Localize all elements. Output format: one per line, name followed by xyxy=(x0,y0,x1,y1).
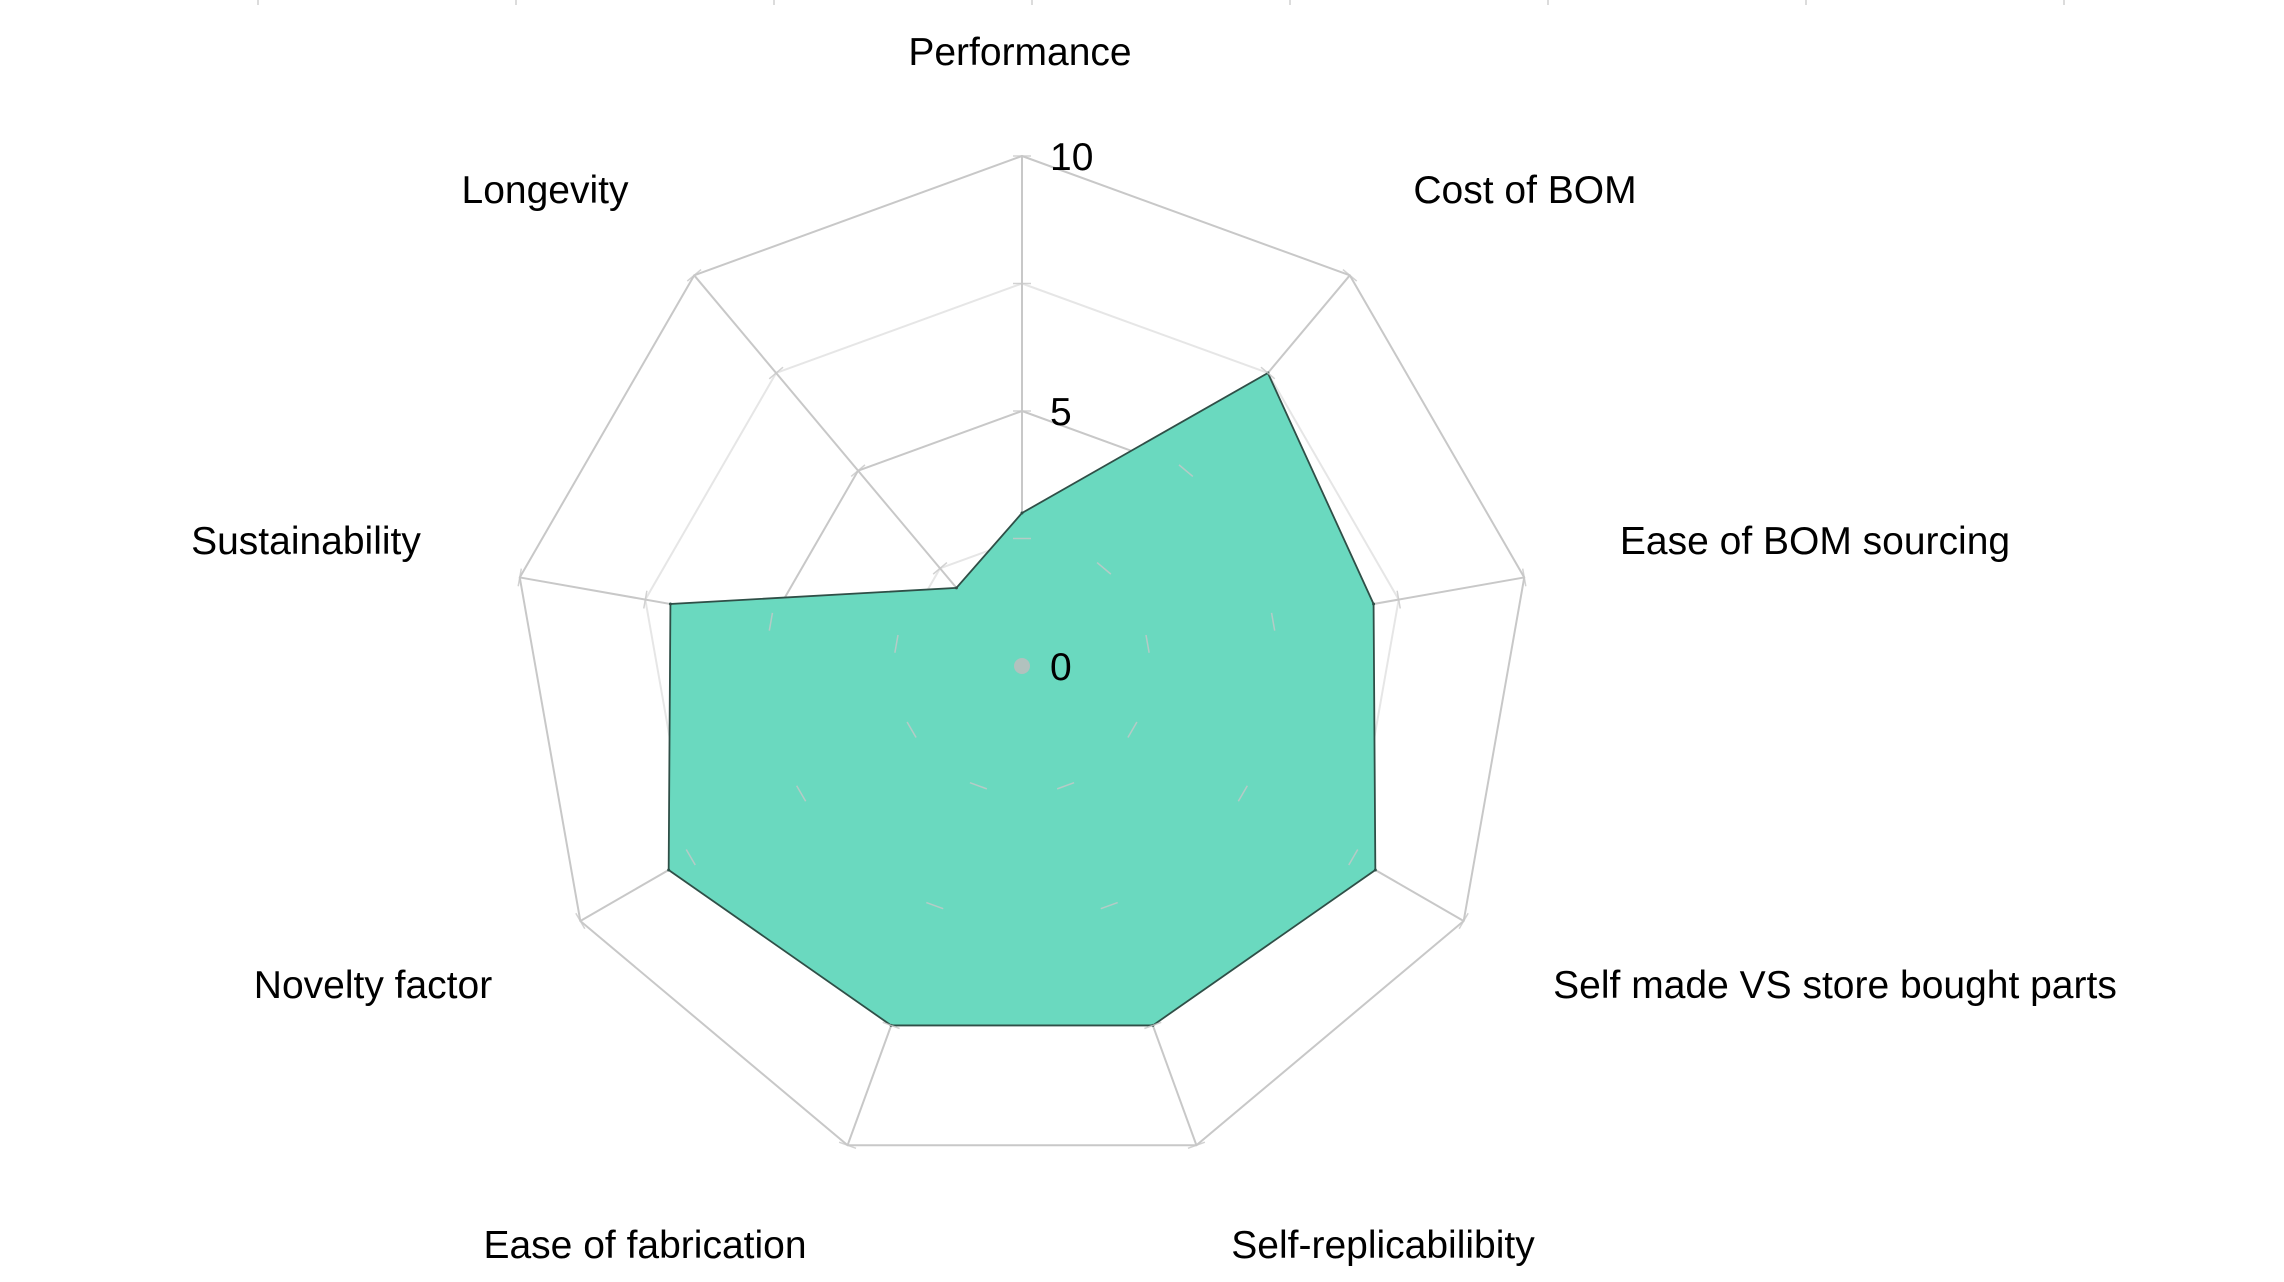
spoke-tick-3-5 xyxy=(1237,785,1248,802)
spoke-tick-7-2-5 xyxy=(894,634,899,653)
spoke-tick-1-2-5 xyxy=(1096,561,1112,575)
axis-label-6: Novelty factor xyxy=(254,964,492,1007)
spoke-tick-5-2-5 xyxy=(969,782,988,790)
grid-ring-10 xyxy=(518,154,1526,1147)
spoke-tick-2-5 xyxy=(1270,612,1276,631)
spoke-tick-8-7-5 xyxy=(768,366,784,380)
spoke-tick-7-7-5 xyxy=(643,590,648,609)
radial-tick-label-2: 10 xyxy=(1050,136,1093,179)
data-point-3 xyxy=(1373,868,1377,872)
spoke-tick-7-10 xyxy=(517,568,523,587)
spoke-tick-8-5 xyxy=(850,464,866,478)
spoke-tick-4-10 xyxy=(1187,1141,1206,1150)
axis-label-1: Cost of BOM xyxy=(1413,169,1636,212)
spoke-tick-8-2-5 xyxy=(932,561,948,575)
data-point-0 xyxy=(1020,511,1024,515)
axis-label-7: Sustainability xyxy=(191,520,421,563)
spoke-tick-5-5 xyxy=(926,901,944,910)
spoke-tick-6-2-5 xyxy=(906,721,917,738)
spoke-tick-2-7-5 xyxy=(1396,590,1401,609)
spoke-tick-6-7-5 xyxy=(685,849,696,866)
spoke-tick-2-2-5 xyxy=(1145,634,1150,653)
axis-label-8: Longevity xyxy=(462,169,629,212)
data-point-7 xyxy=(668,602,672,606)
spoke-tick-4-2-5 xyxy=(1056,782,1075,790)
radial-tick-label-1: 5 xyxy=(1050,391,1072,434)
spoke-tick-5-10 xyxy=(838,1141,857,1150)
axis-label-4: Self-replicabilibity xyxy=(1231,1224,1535,1267)
spoke-tick-4-5 xyxy=(1100,901,1118,910)
spoke-tick-5-7-5 xyxy=(882,1021,900,1030)
spoke-tick-4-7-5 xyxy=(1144,1021,1162,1030)
spoke-tick-2-10 xyxy=(1521,568,1527,587)
axis-label-2: Ease of BOM sourcing xyxy=(1620,520,2010,563)
axis-label-5: Ease of fabrication xyxy=(483,1224,806,1267)
axis-label-3: Self made VS store bought parts xyxy=(1553,964,2117,1007)
spoke-tick-6-10 xyxy=(575,912,586,930)
spoke-tick-3-2-5 xyxy=(1127,721,1138,738)
data-point-2 xyxy=(1372,602,1376,606)
spoke-tick-3-10 xyxy=(1458,912,1469,930)
center-marker xyxy=(1014,658,1030,674)
spoke-tick-8-10 xyxy=(686,268,702,282)
spoke-tick-6-5 xyxy=(796,785,807,802)
spoke-tick-1-5 xyxy=(1178,464,1194,478)
spoke-tick-1-10 xyxy=(1342,268,1358,282)
data-point-8 xyxy=(954,586,958,590)
spoke-tick-7-5 xyxy=(768,612,774,631)
data-point-6 xyxy=(667,868,671,872)
spoke-tick-1-7-5 xyxy=(1260,366,1276,380)
radial-tick-label-0: 0 xyxy=(1050,646,1072,689)
axis-label-0: Performance xyxy=(908,31,1131,74)
spoke-tick-3-7-5 xyxy=(1348,849,1359,866)
data-area xyxy=(667,371,1377,1027)
